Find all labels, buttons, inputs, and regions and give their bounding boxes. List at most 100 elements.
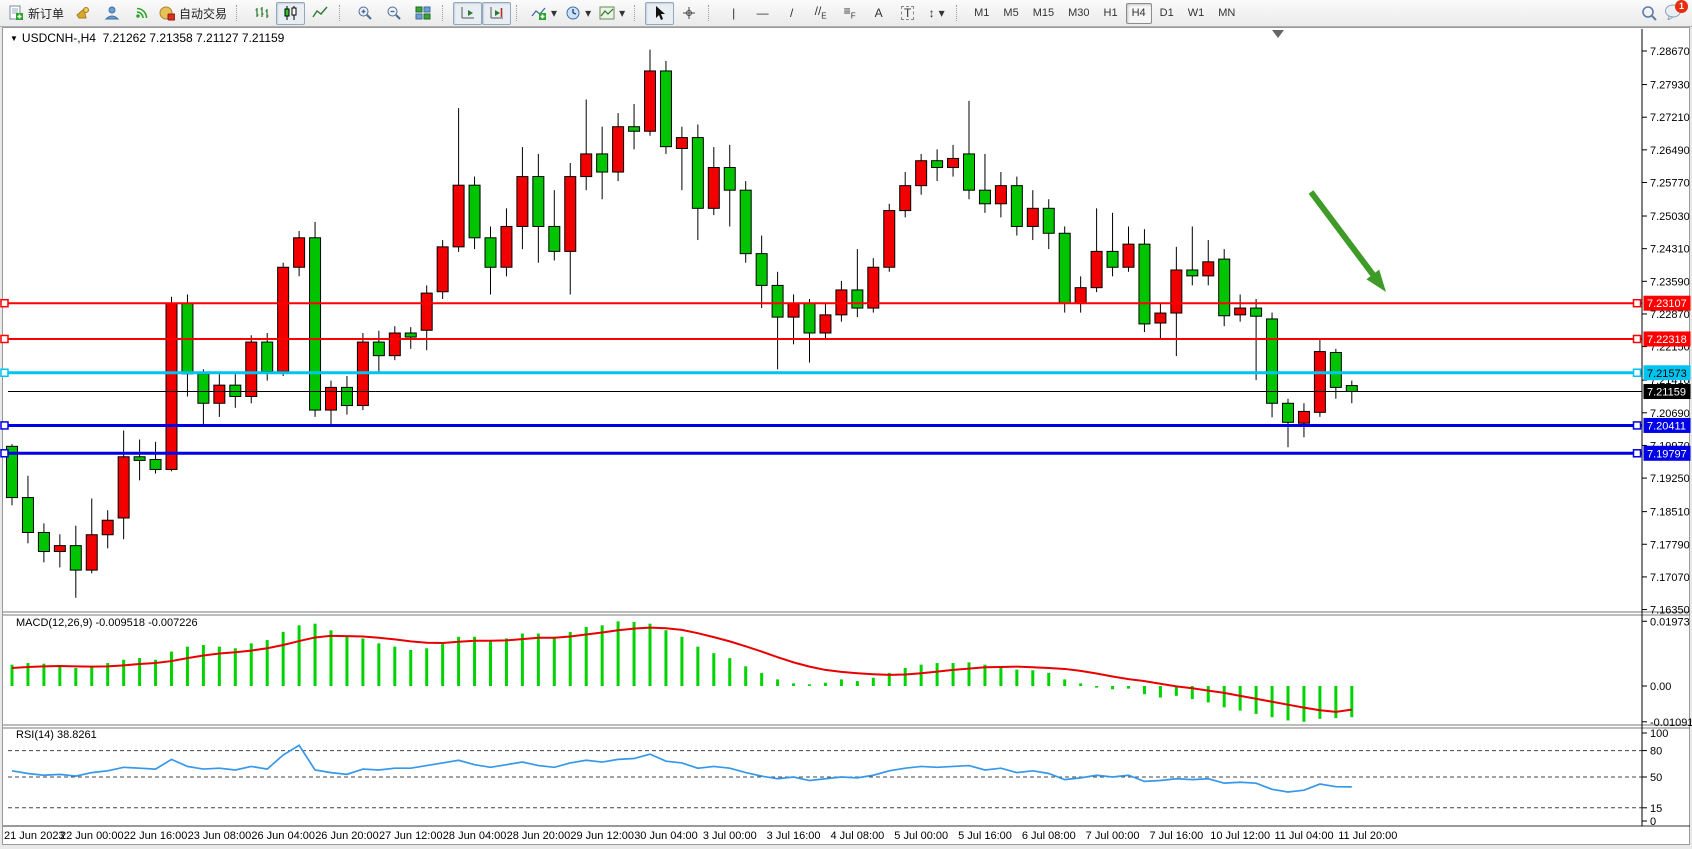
candlestick: [675, 137, 688, 149]
macd-bar: [122, 659, 126, 686]
vertical-line-tool[interactable]: |: [719, 2, 748, 25]
macd-bar: [1079, 683, 1083, 686]
timeframe-m30[interactable]: M30: [1068, 7, 1090, 19]
time-axis-label: 22 Jun 00:00: [60, 830, 124, 842]
new-order-button[interactable]: 新订单: [4, 2, 68, 25]
vertical-line-icon: |: [732, 6, 736, 20]
signals-button[interactable]: [126, 2, 155, 25]
crosshair-tool-button[interactable]: [674, 2, 703, 25]
hline-handle[interactable]: [1632, 368, 1642, 378]
macd-bar: [90, 666, 94, 686]
hline-handle[interactable]: [1632, 449, 1642, 458]
title-dropdown-icon[interactable]: ▼: [10, 34, 18, 43]
notifications-button[interactable]: 1: [1664, 0, 1688, 23]
timeframe-h1[interactable]: H1: [1103, 7, 1118, 19]
indicators-dropdown[interactable]: ▾: [527, 2, 561, 25]
hline-handle[interactable]: [1632, 298, 1642, 308]
candlestick: [1234, 307, 1247, 316]
cursor-tool-button[interactable]: [645, 1, 675, 25]
hline-handle[interactable]: [0, 334, 9, 344]
candlestick: [596, 153, 609, 173]
candlestick: [1297, 410, 1310, 424]
candlestick: [707, 167, 720, 209]
templates-dropdown[interactable]: ▾: [595, 2, 629, 25]
hline-handle[interactable]: [0, 298, 9, 308]
auto-trading-button[interactable]: 自动交易: [155, 2, 231, 25]
candlestick: [1106, 250, 1119, 268]
candlestick: [1202, 261, 1215, 277]
macd-bar: [951, 663, 955, 686]
timeframe-d1[interactable]: D1: [1159, 7, 1174, 19]
timeframe-m5[interactable]: M5: [1003, 7, 1019, 19]
timeframe-m15[interactable]: M15: [1032, 7, 1055, 19]
tile-windows-button[interactable]: [408, 2, 437, 25]
candlestick: [197, 373, 210, 404]
time-axis-label: 23 Jun 08:00: [188, 830, 252, 842]
macd-bar: [808, 684, 811, 686]
candlestick: [580, 153, 593, 178]
line-chart-button[interactable]: [305, 2, 334, 25]
macd-bar: [776, 679, 780, 686]
candlestick: [117, 456, 130, 519]
trend-arrow-head[interactable]: [1366, 269, 1386, 292]
bar-chart-icon: [255, 7, 269, 18]
price-tick-label: 7.27210: [1650, 112, 1690, 124]
arrows-tool-dropdown[interactable]: ↕ ▾: [922, 2, 951, 25]
candlestick: [931, 160, 944, 169]
hline-handle[interactable]: [1632, 421, 1642, 430]
price-tag-label: 7.21159: [1647, 387, 1686, 399]
candlestick: [372, 341, 385, 357]
text-tool[interactable]: A: [864, 2, 893, 25]
zoom-out-button[interactable]: [379, 2, 408, 25]
price-tick-label: 7.28670: [1650, 46, 1690, 58]
time-axis-label: 11 Jul 04:00: [1274, 830, 1333, 842]
timeframe-w1[interactable]: W1: [1187, 7, 1205, 19]
trendline-tool[interactable]: /: [777, 2, 806, 25]
time-axis-label: 26 Jun 20:00: [315, 830, 379, 842]
macd-bar: [1095, 686, 1099, 688]
hline-handle[interactable]: [0, 449, 9, 458]
mql5-community-button[interactable]: [97, 2, 126, 25]
horizontal-line-tool[interactable]: —: [748, 2, 777, 25]
candlestick-chart-button[interactable]: [276, 1, 306, 25]
candlestick: [277, 266, 290, 373]
trend-arrow-shaft[interactable]: [1308, 190, 1379, 282]
macd-bar: [154, 659, 158, 686]
new-order-label: 新订单: [28, 6, 65, 21]
chart-shift-button[interactable]: [482, 1, 512, 25]
macd-bar: [1222, 686, 1226, 708]
candlestick: [851, 289, 864, 309]
timeframe-h4[interactable]: H4: [1125, 2, 1152, 24]
auto-trading-label: 自动交易: [179, 6, 228, 21]
candlestick: [1122, 243, 1135, 268]
hline-handle[interactable]: [0, 421, 9, 430]
fibonacci-tool[interactable]: ≡F: [835, 2, 864, 25]
timeframe-mn[interactable]: MN: [1218, 7, 1236, 19]
hline-handle[interactable]: [1632, 334, 1642, 344]
macd-bar: [297, 625, 301, 686]
price-tick-label: 7.27930: [1650, 80, 1690, 92]
macd-bar: [983, 664, 987, 686]
channel-tool[interactable]: //E: [806, 2, 835, 25]
hline-handle[interactable]: [0, 368, 9, 378]
signal-icon: [135, 7, 147, 19]
chart-shift-marker[interactable]: [1272, 30, 1284, 38]
periods-dropdown[interactable]: ▾: [561, 2, 595, 25]
price-tick-label: 7.20690: [1650, 408, 1690, 420]
candlestick: [500, 225, 513, 268]
macd-bar: [281, 631, 285, 686]
candlestick: [532, 176, 545, 227]
macd-bar: [600, 625, 604, 686]
zoom-in-button[interactable]: [350, 2, 379, 25]
timeframe-m1[interactable]: M1: [974, 7, 990, 19]
community-horn-button[interactable]: [68, 2, 97, 25]
auto-scroll-button[interactable]: [453, 1, 483, 25]
macd-bar: [10, 664, 14, 686]
price-tag-label: 7.20411: [1647, 420, 1686, 432]
bar-chart-button[interactable]: [247, 2, 276, 25]
time-axis-label: 3 Jul 16:00: [767, 830, 821, 842]
search-icon[interactable]: [1641, 5, 1658, 22]
label-tool[interactable]: T: [893, 2, 922, 25]
